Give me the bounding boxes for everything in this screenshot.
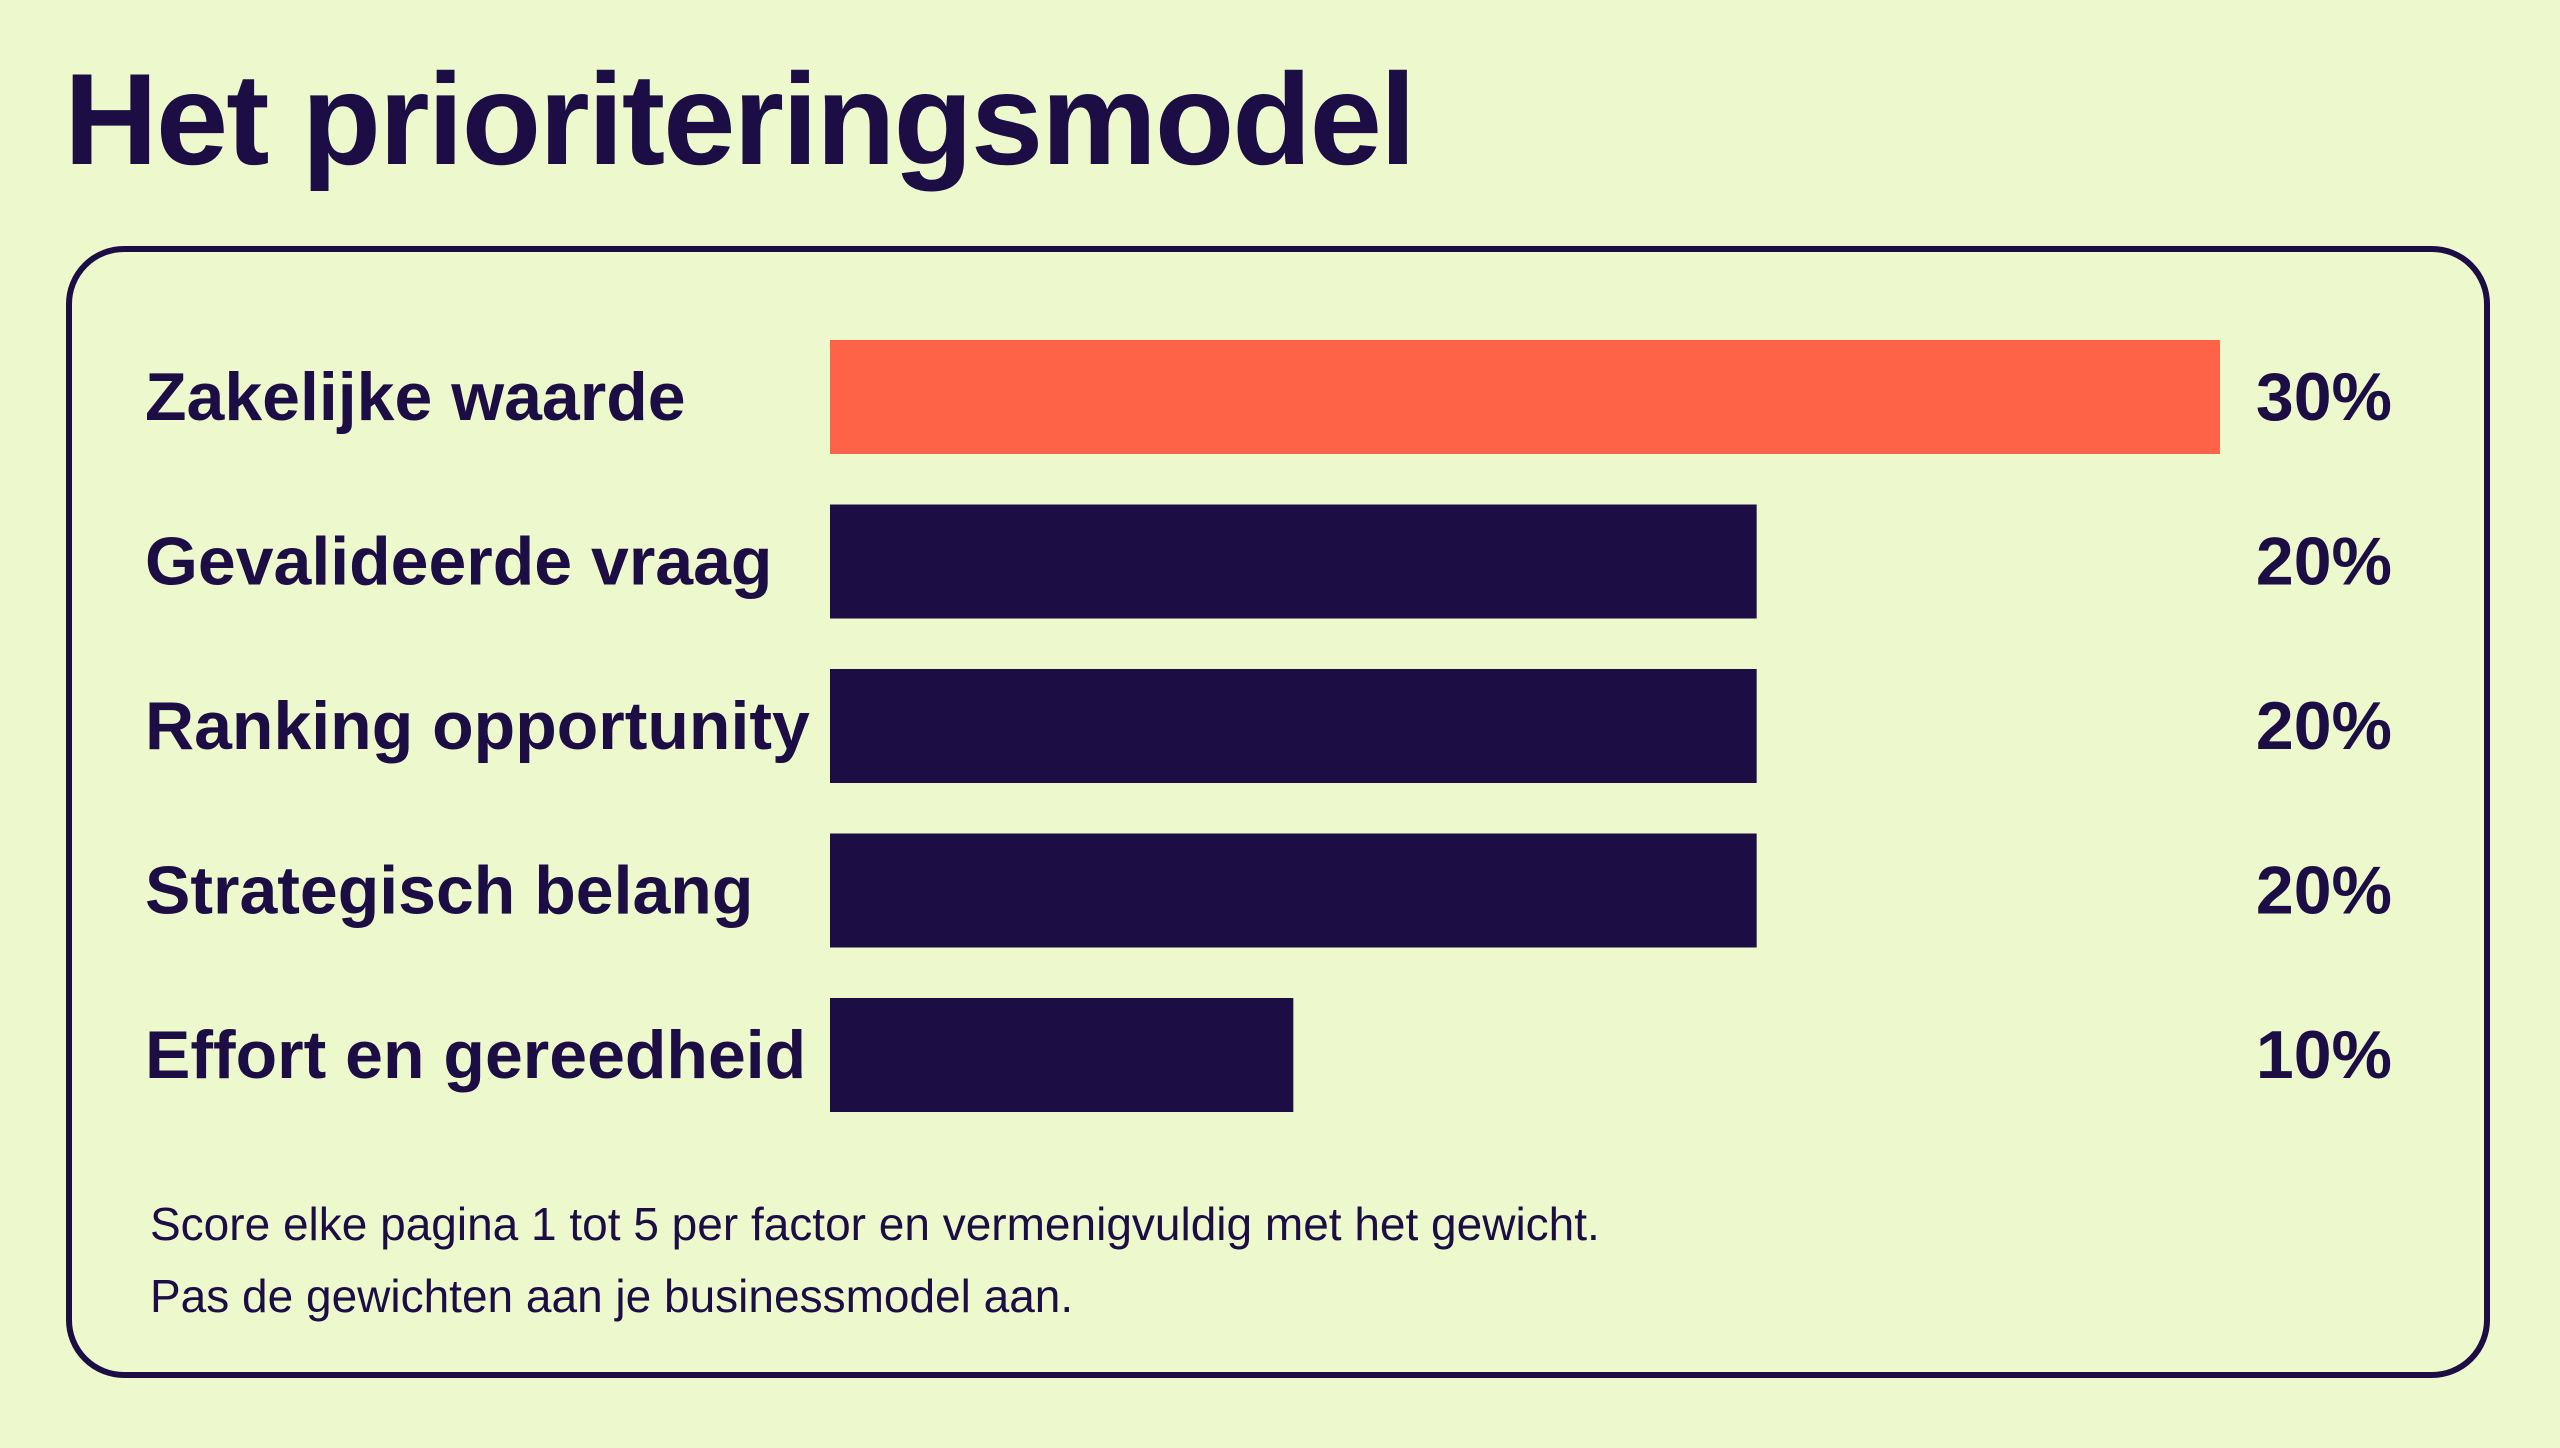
footnote-line-1: Score elke pagina 1 tot 5 per factor en …	[150, 1198, 1600, 1250]
bar-strategisch-belang	[830, 833, 1757, 948]
bar-gevalideerde-vraag	[830, 504, 1757, 619]
category-label-strategisch-belang: Strategisch belang	[145, 853, 753, 929]
value-label-ranking-opportunity: 20%	[2256, 688, 2392, 764]
category-label-ranking-opportunity: Ranking opportunity	[145, 688, 810, 764]
bar-effort-en-gereedheid	[830, 998, 1294, 1112]
category-label-effort-en-gereedheid: Effort en gereedheid	[145, 1017, 806, 1093]
category-label-zakelijke-waarde: Zakelijke waarde	[145, 359, 686, 435]
footnote-line-2: Pas de gewichten aan je businessmodel aa…	[150, 1270, 1074, 1322]
chart-card	[66, 246, 2490, 1378]
value-label-zakelijke-waarde: 30%	[2256, 359, 2392, 435]
page-title: Het prioriteringsmodel	[64, 46, 1416, 192]
value-label-effort-en-gereedheid: 10%	[2256, 1017, 2392, 1093]
value-label-gevalideerde-vraag: 20%	[2256, 524, 2392, 600]
footnote: Score elke pagina 1 tot 5 per factor en …	[150, 1188, 1600, 1332]
category-label-gevalideerde-vraag: Gevalideerde vraag	[145, 524, 772, 600]
bar-ranking-opportunity	[830, 669, 1757, 783]
bar-zakelijke-waarde	[830, 340, 2220, 454]
value-label-strategisch-belang: 20%	[2256, 853, 2392, 929]
